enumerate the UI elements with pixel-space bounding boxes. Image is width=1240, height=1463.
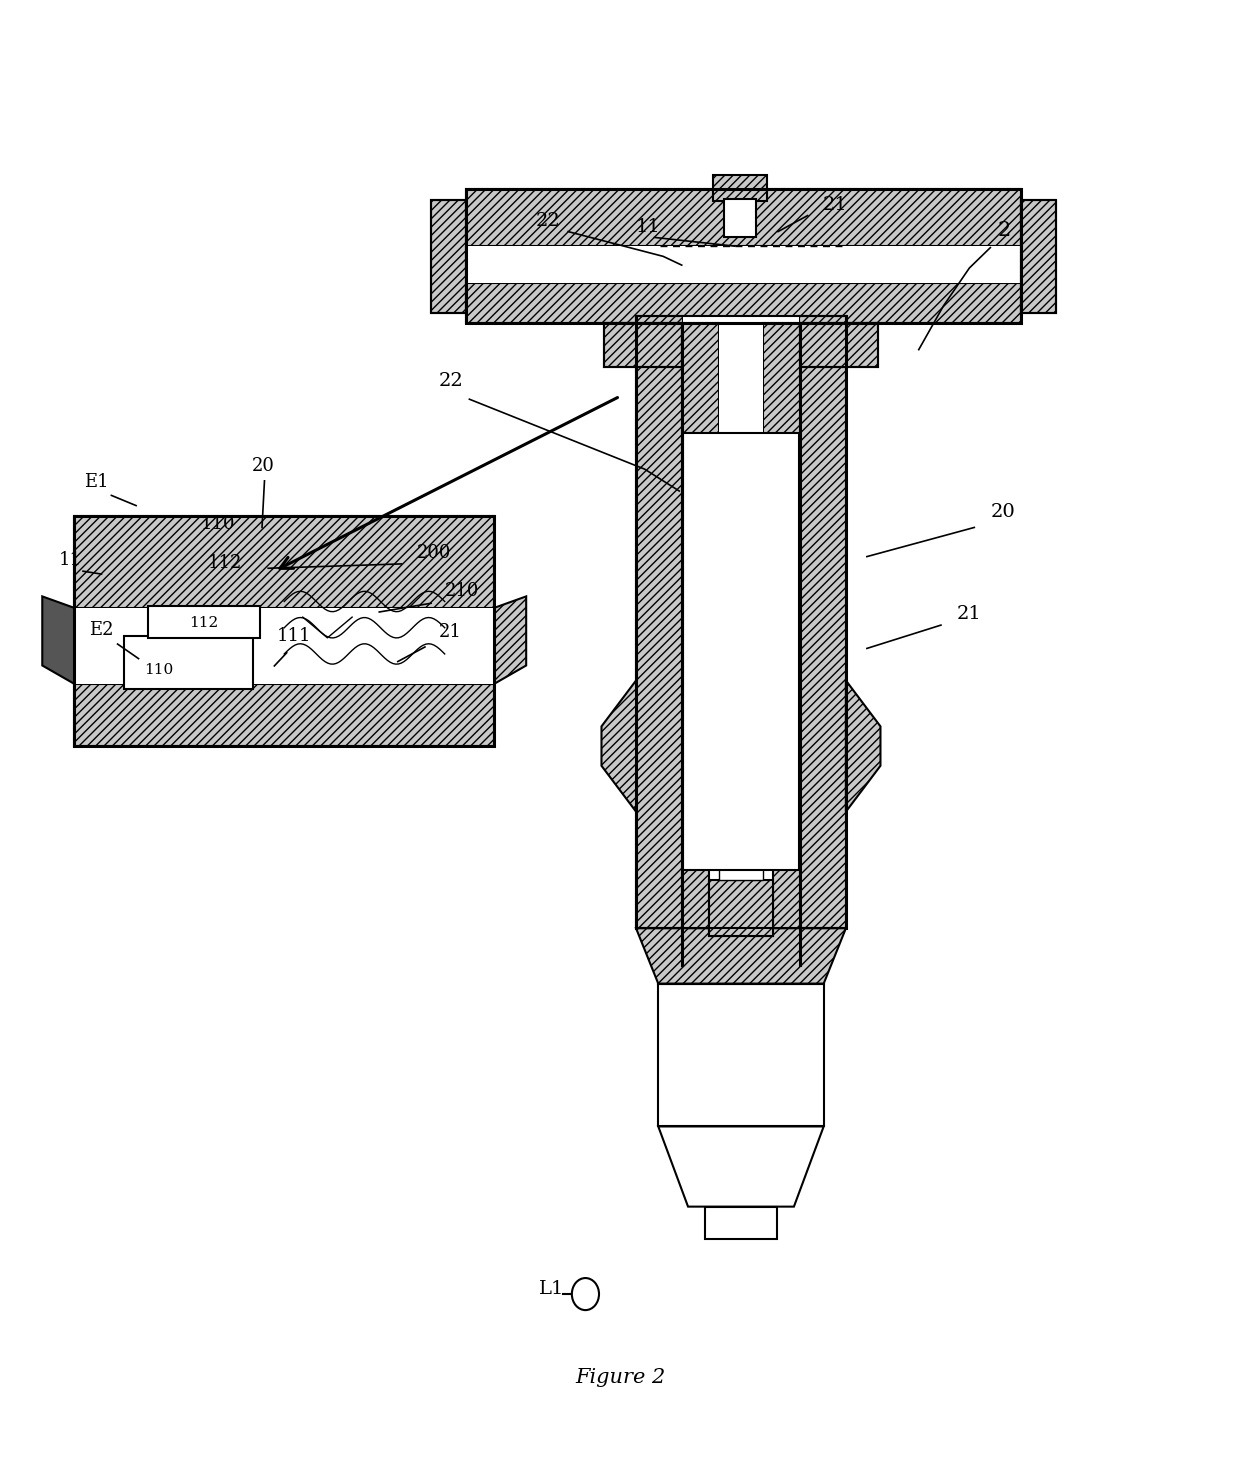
Bar: [149, 606, 259, 638]
Text: 21: 21: [439, 623, 461, 641]
Bar: [799, 316, 846, 928]
Bar: [432, 200, 466, 313]
Bar: [713, 174, 766, 200]
Text: 11: 11: [636, 218, 661, 236]
Text: 112: 112: [190, 616, 218, 631]
Bar: [709, 528, 773, 935]
Bar: [604, 323, 682, 367]
Polygon shape: [658, 1127, 823, 1207]
Text: 200: 200: [417, 544, 450, 562]
Text: 21: 21: [822, 196, 847, 214]
Text: 111: 111: [277, 628, 311, 645]
Bar: [682, 323, 719, 964]
Bar: [683, 433, 799, 870]
Text: E1: E1: [84, 473, 109, 490]
Text: 112: 112: [207, 554, 242, 572]
Bar: [74, 516, 494, 609]
Bar: [467, 246, 1021, 284]
Polygon shape: [846, 680, 880, 812]
Text: 20: 20: [991, 503, 1016, 521]
Text: 22: 22: [536, 212, 560, 230]
Bar: [800, 323, 878, 367]
Polygon shape: [494, 597, 526, 683]
Polygon shape: [601, 680, 636, 812]
Bar: [604, 323, 682, 367]
Bar: [763, 323, 800, 964]
Text: 21: 21: [957, 606, 982, 623]
Bar: [432, 200, 466, 313]
Bar: [466, 189, 1022, 323]
Bar: [466, 284, 1022, 323]
Text: 11: 11: [58, 552, 82, 569]
Bar: [683, 316, 799, 928]
Bar: [74, 516, 494, 746]
Bar: [724, 199, 756, 237]
Polygon shape: [636, 928, 846, 983]
Bar: [636, 316, 683, 928]
Bar: [719, 323, 763, 964]
Polygon shape: [42, 597, 74, 683]
Bar: [76, 609, 492, 683]
Text: 110: 110: [201, 515, 234, 533]
Bar: [74, 683, 494, 746]
Bar: [466, 189, 1022, 246]
Text: L1: L1: [538, 1280, 564, 1298]
Bar: [124, 635, 253, 689]
Text: 2: 2: [998, 221, 1011, 240]
Text: 22: 22: [439, 372, 464, 391]
Bar: [800, 323, 878, 367]
Bar: [1022, 200, 1055, 313]
Text: 210: 210: [445, 582, 479, 600]
Bar: [658, 983, 823, 1127]
Bar: [719, 588, 763, 881]
Bar: [709, 881, 773, 935]
Text: Figure 2: Figure 2: [575, 1368, 665, 1387]
Text: 110: 110: [144, 663, 172, 677]
Text: 20: 20: [252, 456, 275, 474]
Bar: [704, 1207, 777, 1239]
Bar: [1022, 200, 1055, 313]
Text: E2: E2: [89, 622, 114, 639]
